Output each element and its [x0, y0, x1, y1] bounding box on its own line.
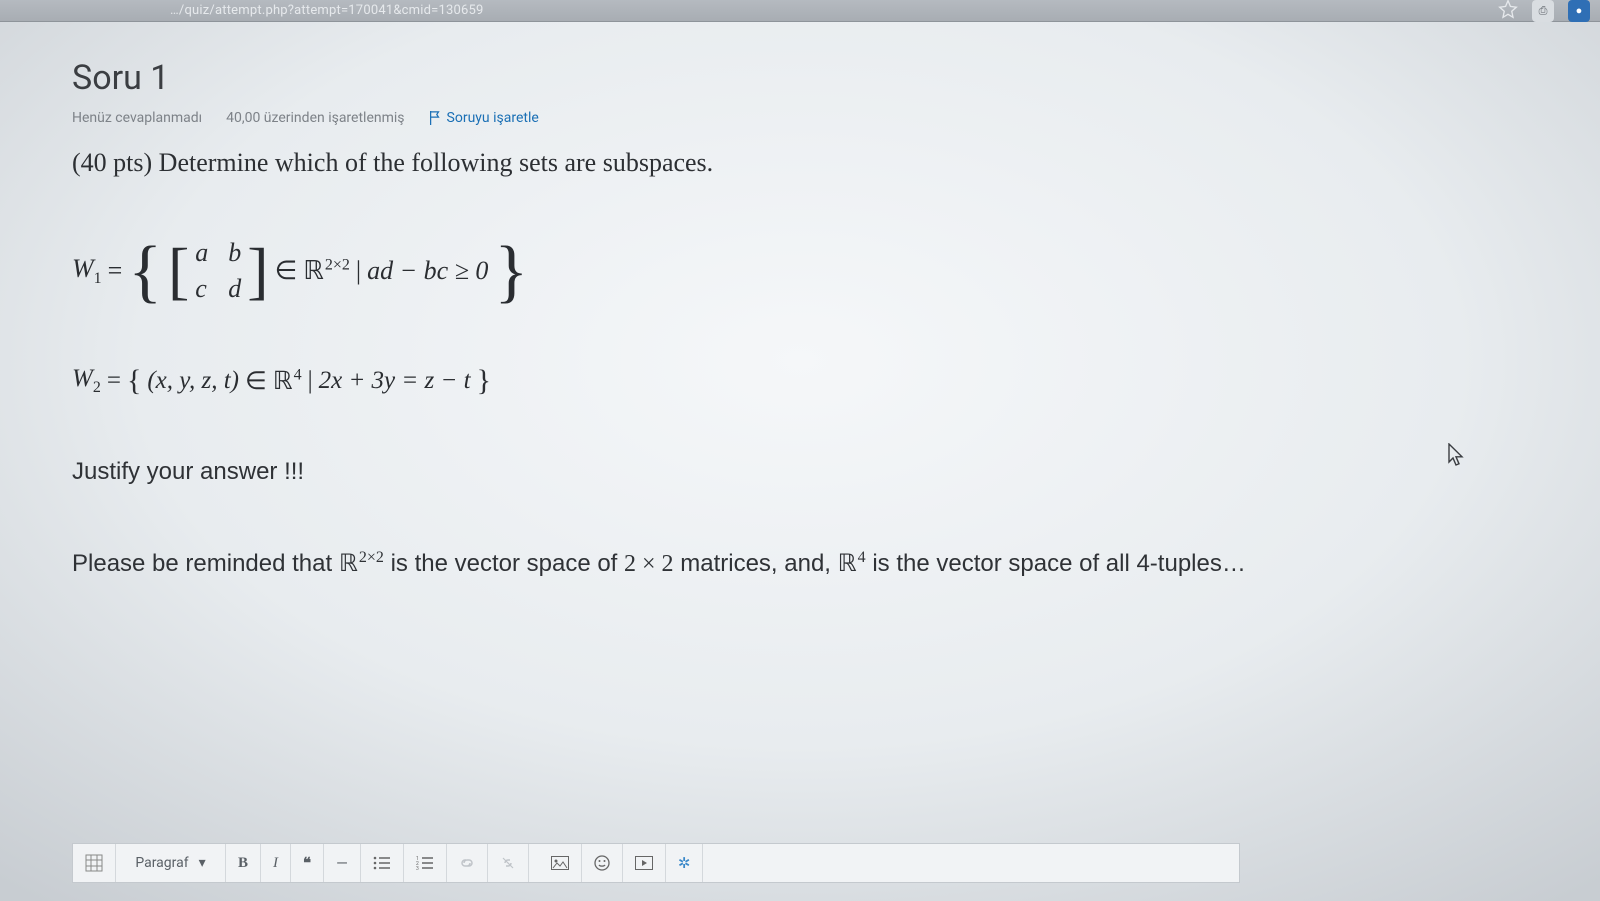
matrix-2x2: [ a b c d ] [168, 238, 269, 304]
number-list-button[interactable]: 123 [404, 844, 447, 882]
svg-text:3: 3 [416, 866, 419, 870]
reminder-text: Please be reminded that ℝ2×2 is the vect… [72, 542, 1528, 586]
paragraph-label: Paragraf [135, 855, 188, 871]
link-button[interactable] [447, 844, 488, 882]
status-text: Henüz cevaplanmadı [72, 110, 202, 126]
emoji-button[interactable] [582, 844, 623, 882]
quote-button[interactable]: ❝ [291, 844, 324, 882]
right-bracket-icon: ] [247, 247, 268, 295]
unlink-button[interactable] [488, 844, 529, 882]
left-bracket-icon: [ [168, 247, 189, 295]
question-prompt: (40 pts) Determine which of the followin… [72, 148, 1528, 178]
browser-address-bar: …/quiz/attempt.php?attempt=170041&cmid=1… [0, 0, 1600, 22]
question-meta: Henüz cevaplanmadı 40,00 üzerinden işare… [72, 110, 1528, 126]
toolbar-toggle-button[interactable] [73, 844, 116, 882]
media-button[interactable] [623, 844, 666, 882]
bold-button[interactable]: B [226, 844, 261, 882]
flag-icon [429, 111, 441, 125]
math-set-w2: W2 = { (x, y, z, t) ∈ ℝ4 | 2x + 3y = z −… [72, 364, 1528, 398]
bullet-list-button[interactable] [361, 844, 404, 882]
browser-actions: ⎙ ● [1498, 0, 1600, 23]
marks-text: 40,00 üzerinden işaretlenmiş [226, 110, 404, 126]
italic-button[interactable]: I [261, 844, 291, 882]
right-brace-icon: } [494, 247, 528, 296]
paragraph-style-select[interactable]: Paragraf ▾ [116, 844, 226, 882]
horizontal-rule-button[interactable]: — [324, 844, 361, 882]
rich-text-toolbar: Paragraf ▾ B I ❝ — 123 ✲ [72, 843, 1240, 883]
prompt-prefix: (40 pts) [72, 148, 152, 177]
extension-badge-1[interactable]: ⎙ [1532, 0, 1554, 22]
chevron-down-icon: ▾ [199, 855, 206, 871]
justify-instruction: Justify your answer !!! [72, 458, 1528, 486]
question-title: Soru 1 [72, 58, 1528, 98]
mouse-cursor-icon [1448, 443, 1466, 467]
left-brace-icon: { [128, 247, 162, 296]
flag-label: Soruyu işaretle [447, 110, 539, 126]
question-panel: Soru 1 Henüz cevaplanmadı 40,00 üzerinde… [0, 22, 1600, 586]
extension-badge-2[interactable]: ● [1568, 0, 1590, 22]
url-fragment: …/quiz/attempt.php?attempt=170041&cmid=1… [170, 3, 484, 18]
bookmark-star-icon[interactable] [1498, 0, 1518, 23]
manage-files-button[interactable]: ✲ [666, 844, 704, 882]
image-button[interactable] [539, 844, 582, 882]
math-set-w1: W1 = { [ a b c d ] ∈ ℝ2×2 | ad − bc ≥ 0 … [72, 238, 1528, 304]
flag-question-link[interactable]: Soruyu işaretle [429, 110, 539, 126]
prompt-text: Determine which of the following sets ar… [159, 148, 714, 177]
